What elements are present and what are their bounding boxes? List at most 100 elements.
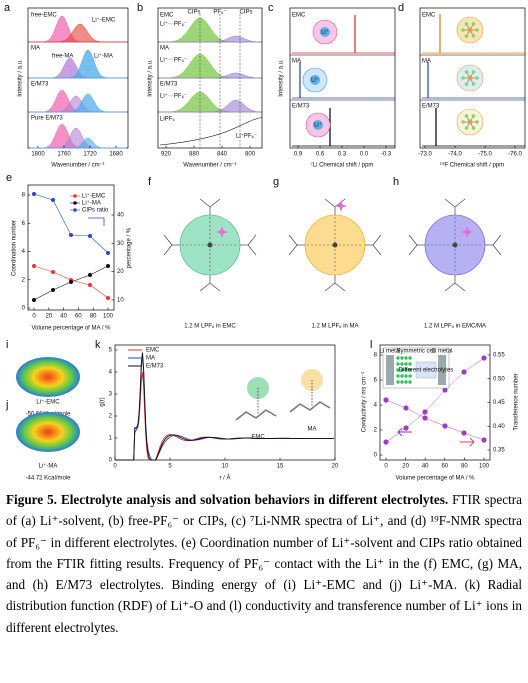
marker [32,264,36,268]
axis-label: Coordination number [12,220,18,276]
marker [106,296,110,300]
legend-marker [73,201,77,205]
atom [467,119,473,125]
x-tick-label: -74.0 [448,152,462,158]
panel-label: c [268,2,274,14]
atom [467,27,473,33]
marker [481,355,487,361]
ion [332,242,338,248]
esp-map [16,357,80,397]
x-tick-label: 800 [245,152,256,158]
panel-label: e [6,172,12,184]
inset-label: Symmetric cell [396,349,435,355]
atom [471,82,476,86]
annotation: EMC [160,13,174,19]
particle [408,374,412,378]
line [324,198,336,208]
annotation: Li⁺PF₆⁻ [236,133,257,140]
y-tick-label: 0 [374,453,378,459]
x-tick-label: 20 [402,464,409,470]
atom [464,70,469,74]
particle [408,380,412,384]
annotation: LiPF₆ [160,117,175,123]
annotation: Li⁺···PF₆⁻ [160,57,187,64]
atom [471,114,476,118]
legend-label: EMC [146,348,160,354]
molecule [235,409,277,421]
marker [442,423,448,429]
marker [422,409,428,415]
axis-label: Volume percentage of MA / % [395,476,475,482]
x-tick-label: 840 [217,152,228,158]
marker [51,270,55,274]
line [454,282,466,292]
y-tick-label: 0.55 [493,353,505,359]
marker [69,280,73,284]
y-tick-label: 2 [22,277,26,283]
line [288,244,298,256]
axis-label: Wavenumber / cm⁻¹ [51,163,105,169]
x-tick-label: 80 [461,464,468,470]
y-tick-label: 2 [109,414,113,420]
line [444,282,456,292]
annotation: Li⁺-EMC [92,17,116,24]
molecule [289,401,331,413]
ion-core [320,27,330,37]
marker [442,387,448,393]
atom [464,82,469,86]
ion-label: Li⁺ [311,77,319,84]
axis-label: percentage / % [127,227,133,268]
annotation: Li⁺···PF₆⁻ [160,21,187,28]
atom [475,76,479,80]
line [444,198,456,208]
line [408,244,418,256]
electrolyte-box [415,361,437,379]
atom [461,120,465,124]
line [454,198,466,208]
peak [30,93,126,113]
annotation: free-EMC [31,13,57,19]
y-tick-label: 20 [117,269,124,275]
y-tick-label: 8 [22,193,26,199]
panel-label: a [4,2,11,14]
annotation: EMC [292,13,306,19]
y-tick-label: 6 [22,221,26,227]
marker [106,251,110,255]
x-tick-label: 0.3 [338,152,347,158]
particle [408,368,412,372]
plot-frame [289,7,396,149]
annotation: EMC [422,13,436,19]
axis-label: r / Å [219,475,230,482]
binding-energy: -44.72 Kcal/mole [25,476,71,482]
x-tick-label: -73.0 [418,152,432,158]
y-tick-label: 3 [109,392,113,398]
y-tick-label: 0.45 [493,400,505,406]
x-tick-label: -75.0 [478,152,492,158]
marker [481,437,487,443]
marker [51,198,55,202]
marker [383,439,389,445]
ion-core [310,75,320,85]
atom [475,28,479,32]
panel-caption: 1.2 M LPF₆ in EMC [184,324,236,330]
marker [383,397,389,403]
particle [408,362,412,366]
ion-label: Li⁺ [321,29,329,36]
caption-title: Figure 5. Electrolyte analysis and solva… [6,492,449,507]
x-tick-label: 1680 [109,152,123,158]
annotation: E/M73 [422,104,440,110]
molecule-label: EMC [251,435,265,441]
line [492,234,502,246]
annotation: Li⁺-MA [94,53,113,60]
particle [408,356,412,360]
atom [475,120,479,124]
axis-label: ¹⁹F Chemical shift / ppm [440,162,504,169]
ion-core [313,120,323,130]
x-tick-label: 20 [332,464,339,470]
legend-label: CIPs ratio [82,208,109,214]
peak [160,35,261,43]
x-tick-label: 1720 [83,152,97,158]
x-tick-label: 920 [161,152,172,158]
particle [400,368,404,372]
